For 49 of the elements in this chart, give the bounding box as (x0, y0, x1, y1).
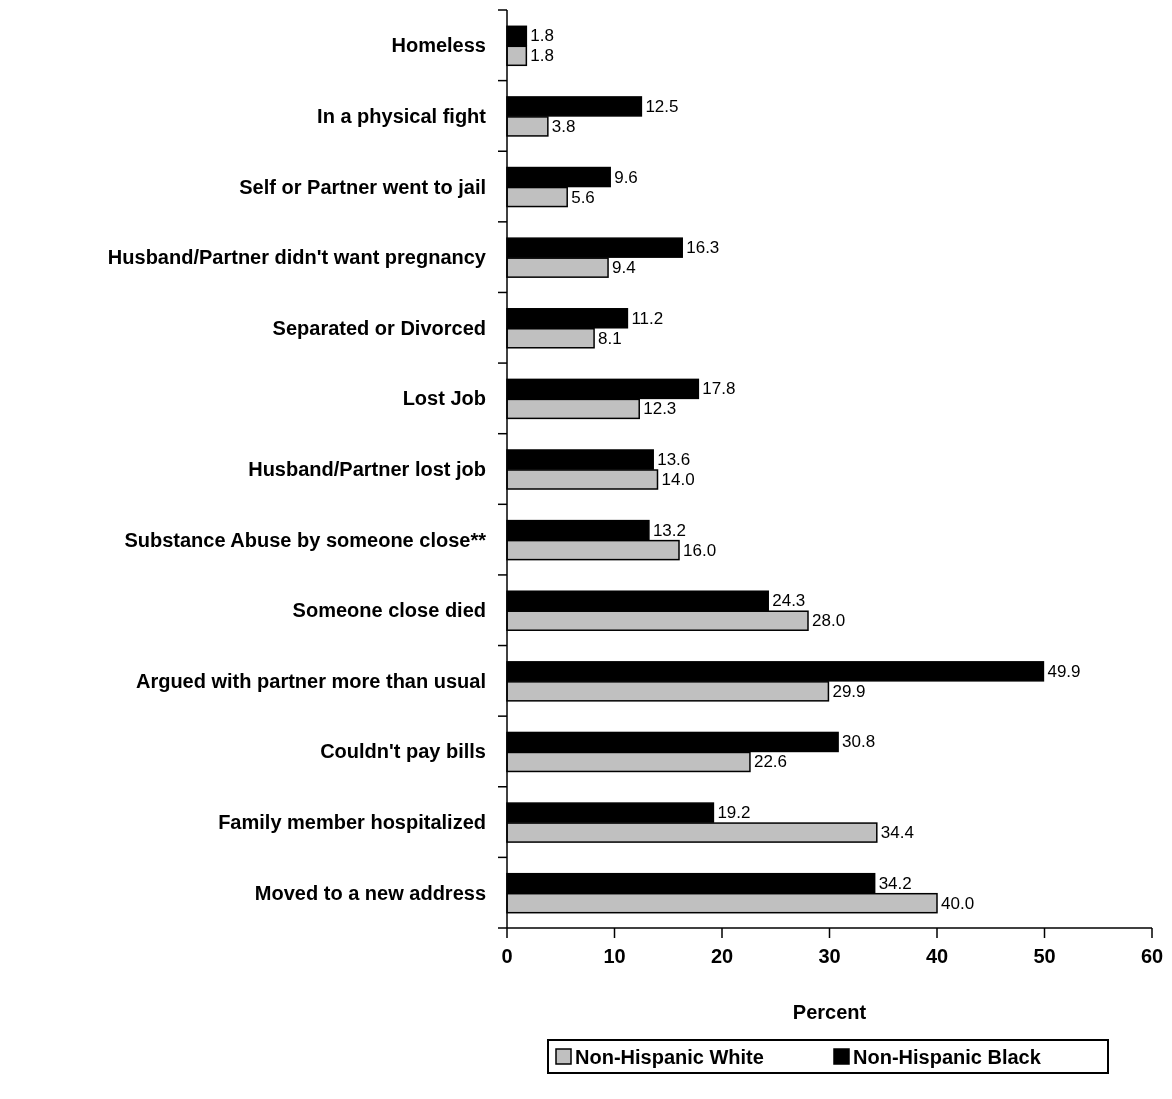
data-label: 24.3 (772, 591, 806, 611)
y-tick-label: In a physical fight (317, 104, 487, 127)
y-tick-label: Lost Job (402, 387, 486, 410)
data-label: 13.2 (652, 520, 686, 540)
x-tick-label: 10 (603, 945, 626, 967)
data-label: 9.6 (614, 167, 638, 187)
legend-label: Non-Hispanic Black (853, 1046, 1042, 1068)
data-label: 34.4 (880, 823, 914, 843)
data-label: 5.6 (571, 187, 595, 207)
x-tick-label: 30 (818, 945, 841, 967)
y-tick-label: Husband/Partner didn't want pregnancy (107, 246, 487, 269)
x-tick-label: 20 (710, 945, 734, 967)
data-label: 1.8 (530, 26, 554, 46)
data-label: 3.8 (551, 116, 576, 136)
data-label: 17.8 (702, 379, 736, 399)
x-axis-title: Percent (792, 1001, 867, 1023)
data-label: 30.8 (842, 732, 876, 752)
y-tick-label: Someone close died (292, 599, 486, 622)
y-tick-label: Couldn't pay bills (320, 740, 486, 763)
y-tick-label: Husband/Partner lost job (248, 458, 486, 480)
x-tick-label: 0 (501, 945, 513, 967)
data-label: 16.3 (686, 238, 720, 258)
x-tick-label: 40 (925, 945, 949, 967)
y-tick-label: Argued with partner more than usual (135, 669, 486, 692)
y-tick-label: Substance Abuse by someone close** (124, 528, 487, 551)
data-label: 11.2 (631, 308, 664, 328)
legend-label: Non-Hispanic White (575, 1046, 764, 1068)
data-label: 49.9 (1047, 661, 1081, 681)
data-label: 40.0 (941, 893, 975, 913)
data-label: 1.8 (530, 46, 554, 66)
data-label: 8.1 (598, 328, 622, 348)
y-tick-label: Homeless (391, 34, 486, 57)
y-tick-label: Moved to a new address (254, 881, 486, 904)
data-label: 13.6 (657, 450, 691, 469)
data-label: 16.0 (683, 540, 717, 560)
data-label: 14.0 (661, 470, 695, 489)
y-tick-label: Family member hospitalized (218, 811, 486, 834)
data-label: 22.6 (753, 752, 788, 772)
y-tick-label: Self or Partner went to jail (239, 175, 486, 198)
data-label: 9.4 (612, 258, 636, 278)
data-label: 28.0 (812, 611, 846, 631)
data-label: 19.2 (717, 803, 751, 823)
data-label: 34.2 (878, 873, 912, 893)
data-label: 29.9 (832, 681, 866, 701)
data-label: 12.5 (645, 96, 679, 116)
y-tick-label: Separated or Divorced (272, 316, 486, 339)
data-label: 12.3 (643, 399, 677, 419)
x-tick-label: 50 (1033, 945, 1056, 967)
x-tick-label: 60 (1140, 945, 1164, 967)
